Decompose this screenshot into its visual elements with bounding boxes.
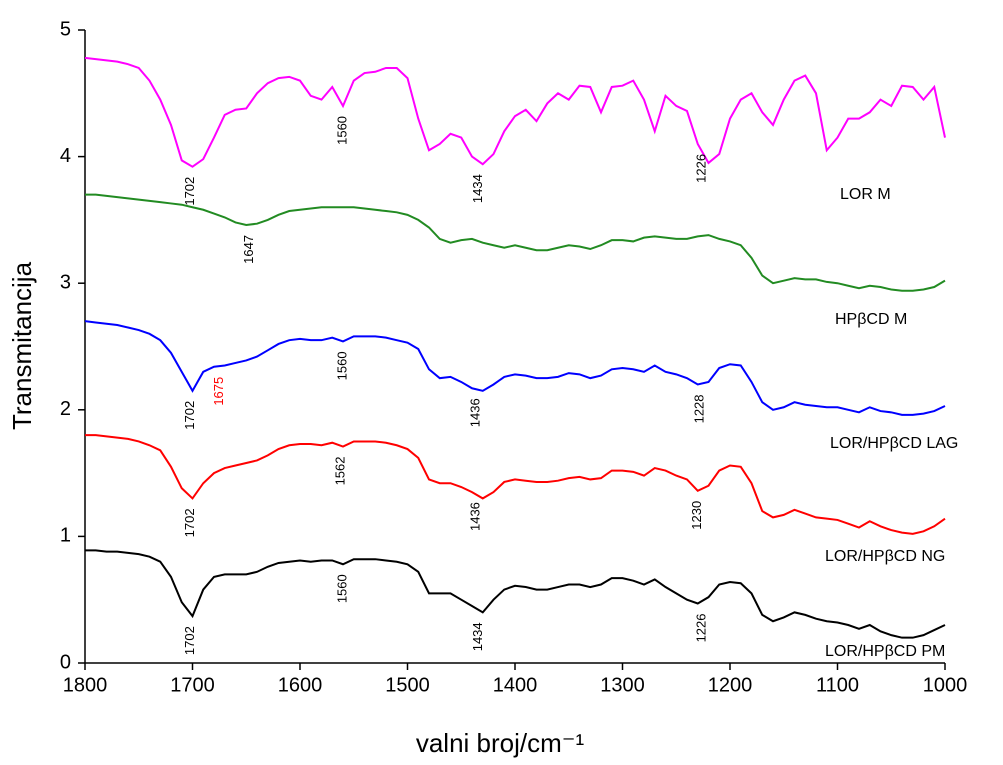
x-tick-label: 1300: [600, 674, 645, 696]
x-tick-label: 1500: [385, 674, 430, 696]
peak-label: 1562: [332, 457, 347, 486]
x-tick-label: 1700: [170, 674, 215, 696]
peak-label: 1702: [182, 626, 197, 655]
x-tick-label: 1200: [708, 674, 753, 696]
peak-label: 1228: [691, 394, 706, 423]
x-axis-title: valni broj/cm⁻¹: [416, 728, 585, 758]
x-tick-label: 1600: [278, 674, 323, 696]
peak-label: 1702: [182, 508, 197, 537]
y-tick-label: 1: [60, 525, 71, 547]
series-line: [85, 193, 946, 292]
series-label: LOR M: [840, 186, 891, 203]
y-tick-label: 3: [60, 271, 71, 293]
series-line: [84, 56, 946, 168]
x-tick-label: 1400: [493, 674, 538, 696]
y-axis-title: Transmitancija: [7, 261, 37, 430]
series-label: LOR/HPβCD NG: [825, 548, 945, 565]
peak-label: 1560: [334, 116, 349, 145]
peak-label: 1702: [182, 177, 197, 206]
peak-label: 1560: [334, 574, 349, 603]
peak-label: 1230: [689, 501, 704, 530]
peak-label: 1226: [693, 613, 708, 642]
peak-label: 1675: [211, 377, 226, 406]
peak-label: 1647: [241, 235, 256, 264]
series-line: [85, 434, 946, 535]
x-tick-label: 1000: [923, 674, 968, 696]
peak-label: 1226: [693, 154, 708, 183]
y-tick-label: 2: [60, 398, 71, 420]
x-tick-label: 1800: [63, 674, 108, 696]
y-tick-label: 0: [60, 651, 71, 673]
x-tick-label: 1100: [816, 674, 859, 696]
peak-label: 1436: [468, 398, 483, 427]
peak-label: 1434: [470, 174, 485, 203]
peak-label: 1434: [470, 622, 485, 651]
series-line: [85, 549, 946, 639]
series-label: LOR/HPβCD LAG: [830, 435, 958, 452]
peak-label: 1560: [334, 351, 349, 380]
y-tick-label: 4: [60, 145, 71, 167]
peak-label: 1436: [468, 502, 483, 531]
y-tick-label: 5: [60, 18, 71, 40]
peak-label: 1702: [182, 401, 197, 430]
series-line: [84, 320, 946, 416]
series-label: LOR/HPβCD PM: [825, 643, 945, 660]
series-label: HPβCD M: [835, 311, 907, 328]
